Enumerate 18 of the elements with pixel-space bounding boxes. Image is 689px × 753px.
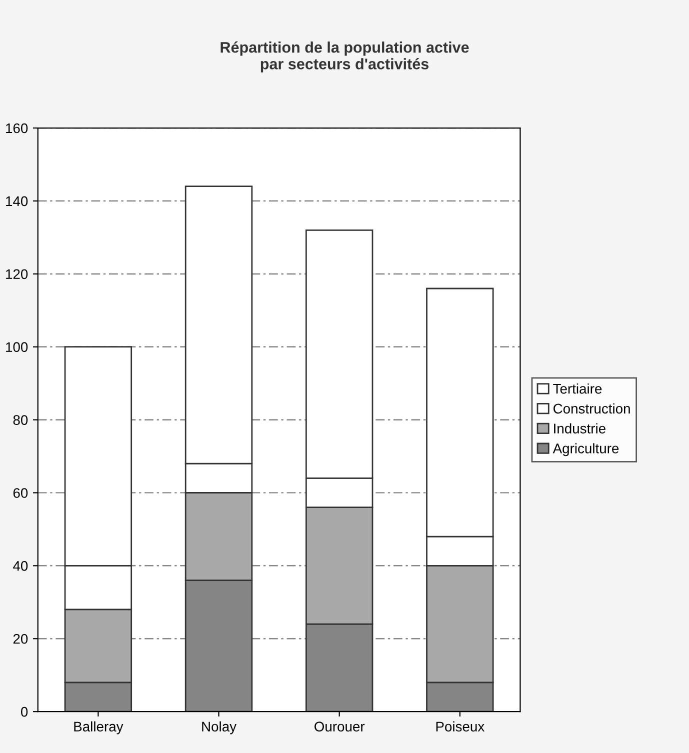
y-tick-label: 120 bbox=[6, 269, 28, 280]
y-tick-label: 60 bbox=[13, 488, 28, 498]
y-tick-label: 100 bbox=[6, 342, 28, 352]
y-tick-label: 80 bbox=[13, 415, 28, 425]
legend-label: Industrie bbox=[554, 423, 606, 434]
chart-title: Répartition de la population active par secteurs d'activités bbox=[220, 41, 469, 72]
legend-label: Tertiaire bbox=[553, 383, 602, 394]
y-tick-label: 40 bbox=[13, 561, 28, 571]
x-tick-label: Balleray bbox=[74, 721, 124, 734]
y-tick-label: 160 bbox=[6, 123, 28, 134]
y-tick-label: 140 bbox=[6, 196, 28, 206]
y-tick-label: 20 bbox=[13, 634, 28, 644]
x-tick-label: Ourouer bbox=[314, 722, 365, 732]
legend-label: Agriculture bbox=[552, 443, 619, 456]
y-tick-label: 0 bbox=[20, 706, 28, 717]
x-tick-label: Poiseux bbox=[436, 721, 484, 732]
x-tick-label: Nolay bbox=[202, 721, 236, 734]
legend-label: Construction bbox=[554, 403, 630, 414]
